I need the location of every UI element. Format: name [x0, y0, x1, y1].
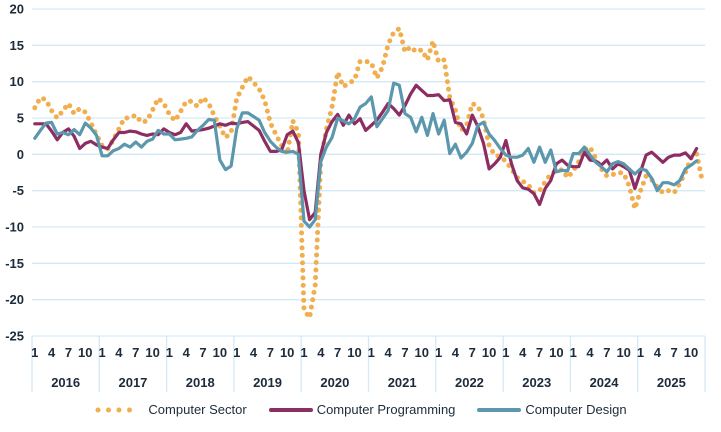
month-tick-label: 1: [637, 345, 644, 360]
month-tick-label: 10: [415, 345, 429, 360]
month-tick-label: 10: [145, 345, 159, 360]
month-tick-label: 4: [385, 345, 393, 360]
y-tick-label: -5: [12, 183, 24, 198]
month-tick-label: 1: [502, 345, 509, 360]
series-line-computer-programming: [33, 83, 699, 222]
year-label: 2018: [186, 375, 215, 390]
y-tick-label: 5: [17, 111, 24, 126]
legend: Computer Sector Computer Programming Com…: [0, 402, 721, 417]
month-tick-label: 7: [469, 345, 476, 360]
month-tick-label: 1: [233, 345, 240, 360]
month-tick-label: 7: [401, 345, 408, 360]
month-tick-label: 7: [536, 345, 543, 360]
y-tick-label: -25: [5, 329, 24, 344]
month-tick-label: 4: [654, 345, 662, 360]
legend-label: Computer Programming: [316, 402, 456, 417]
series-line-computer-design: [33, 81, 699, 229]
month-tick-label: 10: [78, 345, 92, 360]
month-tick-label: 4: [250, 345, 258, 360]
gridlines: [32, 8, 705, 337]
month-tick-label: 4: [586, 345, 594, 360]
month-tick-label: 10: [280, 345, 294, 360]
month-tick-label: 10: [347, 345, 361, 360]
month-tick-label: 1: [31, 345, 38, 360]
y-tick-label: 15: [10, 38, 24, 53]
year-label: 2025: [657, 375, 686, 390]
series-line-computer-sector: [32, 26, 705, 321]
y-tick-label: 20: [10, 2, 24, 17]
month-tick-label: 1: [435, 345, 442, 360]
month-tick-label: 7: [603, 345, 610, 360]
month-tick-label: 7: [334, 345, 341, 360]
year-label: 2021: [388, 375, 417, 390]
line-swatch-icon: [477, 407, 522, 412]
month-tick-label: 10: [482, 345, 496, 360]
year-label: 2023: [522, 375, 551, 390]
month-tick-label: 4: [183, 345, 191, 360]
month-tick-label: 4: [519, 345, 527, 360]
month-tick-label: 7: [671, 345, 678, 360]
month-tick-label: 4: [452, 345, 460, 360]
legend-item-computer-design: Computer Design: [477, 402, 627, 417]
year-label: 2024: [590, 375, 620, 390]
month-tick-label: 4: [48, 345, 56, 360]
dotted-line-swatch-icon: [95, 407, 143, 412]
month-tick-label: 1: [570, 345, 577, 360]
month-tick-label: 10: [549, 345, 563, 360]
year-label: 2022: [455, 375, 484, 390]
legend-label: Computer Sector: [148, 402, 247, 417]
y-tick-label: 0: [17, 147, 24, 162]
year-label: 2016: [51, 375, 80, 390]
y-axis: 20 15 10 5 0 -5 -10 -15 -20 -25: [5, 2, 24, 344]
month-tick-label: 10: [213, 345, 227, 360]
year-label: 2019: [253, 375, 282, 390]
month-tick-label: 10: [616, 345, 630, 360]
month-tick-label: 7: [132, 345, 139, 360]
month-tick-label: 1: [300, 345, 307, 360]
line-swatch-icon: [268, 407, 313, 412]
month-tick-label: 10: [684, 345, 698, 360]
month-tick-label: 7: [65, 345, 72, 360]
legend-item-computer-sector: Computer Sector: [94, 402, 247, 417]
month-tick-label: 1: [98, 345, 105, 360]
series-lines: [32, 26, 705, 321]
year-label: 2017: [118, 375, 147, 390]
year-label: 2020: [320, 375, 349, 390]
month-tick-label: 7: [267, 345, 274, 360]
month-tick-label: 7: [199, 345, 206, 360]
y-tick-label: -15: [5, 256, 24, 271]
y-tick-label: -20: [5, 292, 24, 307]
month-tick-label: 1: [368, 345, 375, 360]
legend-item-computer-programming: Computer Programming: [268, 402, 456, 417]
month-tick-label: 1: [166, 345, 173, 360]
month-tick-label: 4: [317, 345, 325, 360]
month-tick-label: 4: [115, 345, 123, 360]
legend-label: Computer Design: [525, 402, 627, 417]
y-tick-label: -10: [5, 220, 24, 235]
y-tick-label: 10: [10, 74, 24, 89]
